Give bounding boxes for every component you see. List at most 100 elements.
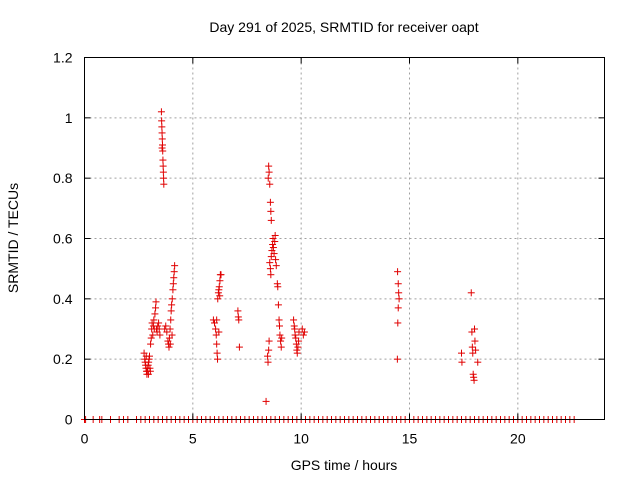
x-tick-label: 15 bbox=[402, 431, 418, 447]
data-point bbox=[158, 117, 166, 125]
data-point bbox=[267, 216, 275, 224]
data-point bbox=[152, 304, 160, 312]
y-tick-label: 1 bbox=[65, 110, 73, 126]
data-point bbox=[278, 334, 286, 342]
data-point bbox=[147, 340, 155, 348]
data-point bbox=[394, 304, 402, 312]
data-point bbox=[274, 283, 282, 291]
data-point bbox=[270, 250, 278, 258]
x-tick-label: 0 bbox=[81, 431, 89, 447]
data-point bbox=[150, 316, 158, 324]
data-point bbox=[394, 319, 402, 327]
x-tick-label: 5 bbox=[189, 431, 197, 447]
y-tick-label: 0.8 bbox=[53, 170, 73, 186]
data-point bbox=[274, 301, 282, 309]
data-point bbox=[158, 135, 166, 143]
data-point bbox=[166, 325, 174, 333]
data-point bbox=[467, 289, 475, 297]
data-point bbox=[149, 331, 157, 339]
data-point bbox=[394, 268, 402, 276]
data-point bbox=[472, 346, 480, 354]
data-point bbox=[168, 301, 176, 309]
data-point bbox=[213, 316, 221, 324]
data-point bbox=[163, 328, 171, 336]
data-point bbox=[151, 310, 159, 318]
data-point bbox=[266, 180, 274, 188]
data-point bbox=[159, 147, 167, 155]
data-point bbox=[213, 349, 221, 357]
data-point bbox=[215, 283, 223, 291]
data-point bbox=[471, 325, 478, 333]
data-point bbox=[272, 262, 280, 270]
data-point bbox=[168, 295, 176, 303]
data-point bbox=[168, 331, 176, 339]
data-point bbox=[267, 207, 275, 215]
data-point bbox=[264, 358, 272, 366]
data-point bbox=[265, 162, 273, 170]
data-point bbox=[171, 262, 179, 270]
data-point bbox=[474, 358, 482, 366]
data-point bbox=[144, 370, 152, 378]
data-point bbox=[293, 349, 301, 357]
data-point bbox=[271, 238, 279, 246]
data-point bbox=[152, 298, 160, 306]
data-point bbox=[234, 307, 242, 315]
data-point bbox=[266, 198, 274, 206]
data-point bbox=[235, 343, 243, 351]
data-point bbox=[265, 337, 273, 345]
data-point bbox=[276, 322, 283, 330]
data-point bbox=[159, 162, 167, 170]
data-point bbox=[470, 376, 478, 384]
data-point bbox=[166, 340, 174, 348]
data-point bbox=[160, 180, 168, 188]
data-point bbox=[235, 316, 243, 324]
data-point bbox=[264, 352, 272, 360]
data-point bbox=[291, 331, 299, 339]
data-point bbox=[158, 144, 166, 152]
data-point bbox=[214, 355, 222, 363]
data-point bbox=[299, 331, 307, 339]
data-point bbox=[162, 322, 170, 330]
data-point bbox=[160, 174, 168, 182]
data-point bbox=[471, 337, 479, 345]
data-point bbox=[265, 346, 273, 354]
data-point bbox=[294, 343, 302, 351]
data-point bbox=[216, 292, 224, 300]
data-point bbox=[156, 331, 164, 339]
data-point bbox=[277, 343, 285, 351]
data-point bbox=[300, 328, 308, 336]
data-point bbox=[393, 355, 401, 363]
data-point bbox=[167, 307, 175, 315]
y-tick-label: 0.6 bbox=[53, 231, 73, 247]
data-point bbox=[169, 286, 177, 294]
y-tick-label: 0.2 bbox=[53, 351, 73, 367]
data-point bbox=[158, 129, 166, 137]
data-point bbox=[170, 268, 178, 276]
data-point bbox=[212, 325, 220, 333]
data-point bbox=[275, 316, 283, 324]
data-point bbox=[215, 328, 223, 336]
data-point bbox=[291, 325, 299, 333]
data-point bbox=[159, 168, 167, 176]
x-tick-label: 10 bbox=[293, 431, 309, 447]
data-point bbox=[169, 280, 177, 288]
data-point bbox=[262, 397, 270, 405]
data-point bbox=[394, 280, 402, 288]
axis-ticks: 0 0.2 0.4 0.6 0.8 1 1.2 0 5 10 15 20 bbox=[53, 50, 605, 447]
data-point bbox=[155, 319, 163, 327]
data-point bbox=[269, 244, 277, 252]
data-point bbox=[272, 256, 280, 264]
data-point bbox=[157, 108, 165, 116]
data-point bbox=[148, 319, 156, 327]
data-point bbox=[170, 274, 178, 282]
data-point bbox=[395, 289, 403, 297]
data-point bbox=[167, 316, 175, 324]
data-point bbox=[277, 337, 285, 345]
data-point bbox=[395, 295, 403, 303]
data-point bbox=[147, 334, 155, 342]
data-point bbox=[266, 259, 274, 267]
data-points bbox=[81, 108, 578, 423]
data-point bbox=[458, 358, 466, 366]
y-tick-label: 0 bbox=[65, 412, 73, 428]
